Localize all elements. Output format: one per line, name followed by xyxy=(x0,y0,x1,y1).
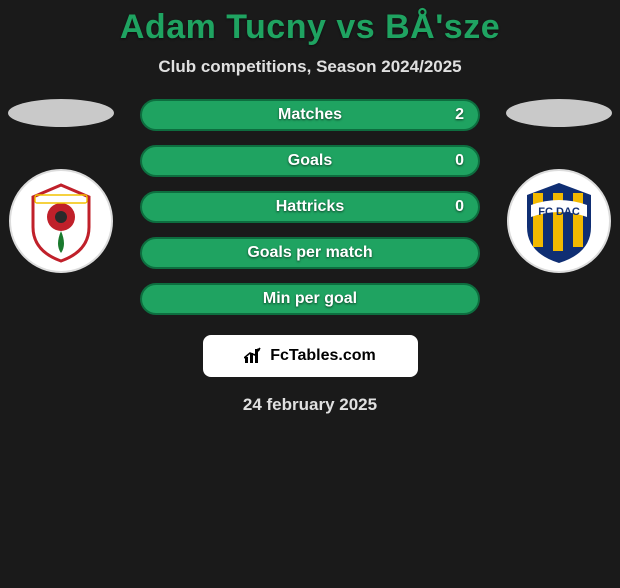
stat-value-right: 0 xyxy=(455,152,464,170)
stat-label: Hattricks xyxy=(276,198,344,216)
bar-chart-icon xyxy=(244,347,266,365)
svg-text:FC DAC: FC DAC xyxy=(538,206,580,218)
stat-bar-goals: Goals 0 xyxy=(140,145,480,177)
stat-bar-matches: Matches 2 xyxy=(140,99,480,131)
left-team-placeholder-icon xyxy=(8,99,114,127)
page-title: Adam Tucny vs BÅ'sze xyxy=(0,8,620,47)
comparison-section: FC DAC Matches 2 Goals 0 Hattricks 0 Goa… xyxy=(0,99,620,415)
right-team-placeholder-icon xyxy=(506,99,612,127)
branding-logo: FcTables.com xyxy=(203,335,418,377)
branding-text: FcTables.com xyxy=(270,347,376,365)
left-team-crest-icon xyxy=(9,169,113,273)
stat-bar-min-per-goal: Min per goal xyxy=(140,283,480,315)
branding-logo-text: FcTables.com xyxy=(244,347,376,365)
stat-value-right: 2 xyxy=(455,106,464,124)
stat-bar-hattricks: Hattricks 0 xyxy=(140,191,480,223)
stat-label: Matches xyxy=(278,106,342,124)
stat-label: Goals xyxy=(288,152,332,170)
left-team-column xyxy=(8,99,114,273)
right-team-column: FC DAC xyxy=(506,99,612,273)
stat-bar-goals-per-match: Goals per match xyxy=(140,237,480,269)
right-team-crest-icon: FC DAC xyxy=(507,169,611,273)
stat-value-right: 0 xyxy=(455,198,464,216)
stat-label: Min per goal xyxy=(263,290,357,308)
footer-date: 24 february 2025 xyxy=(0,395,620,415)
page-subtitle: Club competitions, Season 2024/2025 xyxy=(0,57,620,77)
stat-label: Goals per match xyxy=(247,244,372,262)
